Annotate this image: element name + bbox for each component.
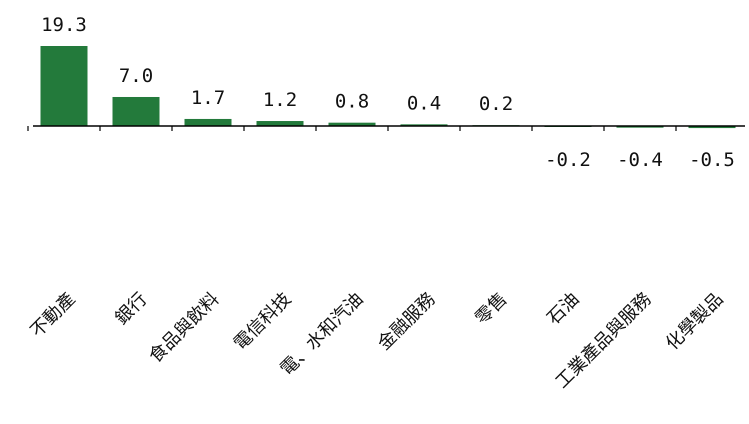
category-label: 食品與飲料 [145,289,223,367]
category-label: 不動產 [27,289,80,342]
bar [112,96,160,126]
category-label: 石油 [543,289,583,329]
bar [328,122,376,126]
category-label: 電信科技 [230,289,296,355]
bar-value-label: 1.7 [191,87,225,109]
bars-group [40,46,736,129]
bar-value-label: 19.3 [41,14,87,36]
bar-value-label: 0.2 [479,93,513,115]
category-label: 化學製品 [662,289,728,355]
bar [256,121,304,126]
bar [400,124,448,126]
bar [688,126,736,129]
bar [40,46,88,126]
bar-value-label: 1.2 [263,89,297,111]
bar [616,126,664,128]
bar-value-label: 0.8 [335,91,369,113]
bar-value-label: 7.0 [119,65,153,87]
bar [184,118,232,126]
category-label: 銀行 [111,289,151,329]
value-labels-group: 19.3 7.0 1.7 1.2 0.8 0.4 0.2 -0.2 -0.4 -0.5 [41,14,735,171]
x-axis [27,125,745,131]
bar-value-label: 0.4 [407,92,441,114]
bar-value-label: -0.5 [689,149,735,171]
bar-value-label: -0.2 [545,149,591,171]
category-label: 零售 [471,289,511,329]
bar-value-label: -0.4 [617,149,663,171]
category-label: 金融服務 [374,289,440,355]
